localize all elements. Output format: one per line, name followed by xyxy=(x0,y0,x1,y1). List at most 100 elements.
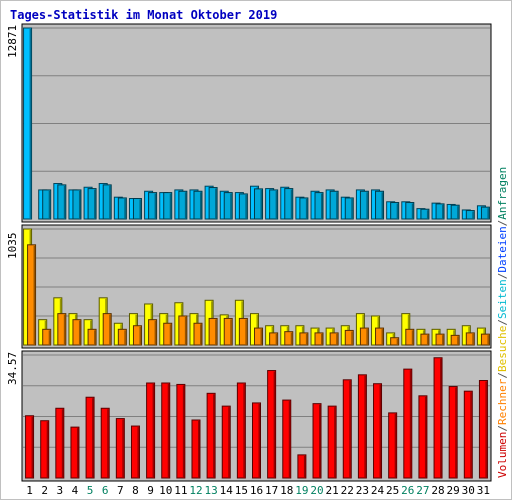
bar-shadow xyxy=(199,192,202,219)
bar-shadow xyxy=(29,29,32,219)
bar-shadow xyxy=(94,330,96,345)
bar-dateien-6 xyxy=(102,184,112,220)
bar-volumen-11 xyxy=(176,383,186,479)
bar-shadow xyxy=(124,198,126,219)
bar-dateien-10 xyxy=(163,192,173,220)
x-tick-label: 9 xyxy=(147,484,154,497)
bar-besuche-12 xyxy=(193,322,203,346)
bar-volumen-2 xyxy=(40,420,50,479)
bar-besuche-3 xyxy=(57,313,67,346)
bar-besuche-21 xyxy=(329,332,339,346)
bar-shadow xyxy=(260,189,262,219)
bar-shadow xyxy=(230,193,232,219)
bar-shadow xyxy=(351,198,353,219)
bar-shadow xyxy=(215,188,217,219)
bar-volumen-31 xyxy=(478,380,488,479)
bar-besuche-6 xyxy=(102,313,112,346)
x-tick-label: 11 xyxy=(174,484,187,497)
bar-shadow xyxy=(440,358,442,478)
legend-text: Volumen/Rechner/Besuche/Seiten/Dateien/A… xyxy=(496,167,509,478)
x-tick-label: 21 xyxy=(326,484,339,497)
x-tick-label: 8 xyxy=(132,484,139,497)
bar-shadow xyxy=(184,192,187,219)
bar-shadow xyxy=(411,203,414,219)
x-tick-label: 25 xyxy=(386,484,399,497)
bar-dateien-17 xyxy=(269,189,279,220)
bar-volumen-13 xyxy=(206,392,216,479)
bar-dateien-12 xyxy=(193,190,203,220)
bar-besuche-26 xyxy=(405,328,415,346)
bar-shadow xyxy=(122,419,124,478)
bar-shadow xyxy=(336,333,338,345)
x-tick-label: 4 xyxy=(72,484,79,497)
bar-dateien-9 xyxy=(148,192,158,220)
x-tick-label: 3 xyxy=(57,484,64,497)
bar-volumen-10 xyxy=(161,382,171,479)
bar-besuche-4 xyxy=(72,319,82,346)
bar-shadow xyxy=(243,384,245,478)
bar-volumen-15 xyxy=(236,382,246,479)
legend-item-dateien: Dateien xyxy=(496,226,509,272)
bar-shadow xyxy=(275,333,278,345)
legend-separator: / xyxy=(496,372,509,379)
bar-shadow xyxy=(275,190,278,219)
bar-shadow xyxy=(48,190,51,219)
bar-volumen-12 xyxy=(191,419,201,479)
bar-shadow xyxy=(260,329,262,345)
x-tick-label: 17 xyxy=(265,484,278,497)
bar-shadow xyxy=(394,413,397,478)
bar-shadow xyxy=(366,329,368,345)
bar-shadow xyxy=(290,189,293,219)
bar-besuche-27 xyxy=(420,333,430,346)
x-tick-label: 10 xyxy=(159,484,172,497)
bar-dateien-8 xyxy=(132,198,142,220)
bar-volumen-19 xyxy=(297,454,307,479)
bar-shadow xyxy=(442,335,444,345)
bar-volumen-6 xyxy=(100,407,110,479)
bar-volumen-28 xyxy=(433,357,443,479)
panel-top: 12871 xyxy=(6,23,492,223)
bar-shadow xyxy=(470,392,472,478)
bar-besuche-15 xyxy=(238,317,248,346)
bar-shadow xyxy=(230,319,232,345)
bar-dateien-4 xyxy=(72,189,82,220)
bar-shadow xyxy=(137,427,139,478)
x-tick-label: 18 xyxy=(280,484,293,497)
panel-middle-max-label: 1035 xyxy=(6,233,19,260)
bar-shadow xyxy=(487,208,489,219)
legend-item-besuche: Besuche xyxy=(496,326,509,372)
bar-dateien-31 xyxy=(480,206,490,220)
legend-item-anfragen: Anfragen xyxy=(496,167,509,220)
bar-besuche-1 xyxy=(27,244,37,346)
bar-dateien-14 xyxy=(223,192,233,220)
bar-shadow xyxy=(364,375,366,478)
bar-shadow xyxy=(396,203,399,219)
bar-shadow xyxy=(182,385,185,478)
bar-shadow xyxy=(472,211,474,219)
bar-besuche-9 xyxy=(148,319,158,346)
bar-anfragen-1 xyxy=(23,27,33,220)
bar-shadow xyxy=(199,324,202,345)
bar-dateien-26 xyxy=(405,202,415,220)
bar-volumen-9 xyxy=(146,382,156,479)
bar-dateien-22 xyxy=(344,197,354,220)
legend-item-rechner: Rechner xyxy=(496,378,509,425)
series-volumen xyxy=(25,357,488,479)
legend-item-volumen: Volumen xyxy=(496,432,509,478)
bar-shadow xyxy=(167,384,170,478)
bar-besuche-23 xyxy=(359,327,369,346)
bar-dateien-11 xyxy=(178,190,188,220)
bar-volumen-18 xyxy=(282,399,292,479)
bar-shadow xyxy=(305,198,308,219)
bar-shadow xyxy=(472,333,474,345)
x-tick-label: 31 xyxy=(477,484,490,497)
bar-dateien-13 xyxy=(208,187,218,220)
bar-shadow xyxy=(169,193,172,219)
bar-dateien-28 xyxy=(435,203,445,220)
bar-shadow xyxy=(94,189,96,219)
bar-volumen-29 xyxy=(448,386,458,479)
bar-shadow xyxy=(455,387,457,478)
bar-volumen-24 xyxy=(373,383,383,479)
bar-shadow xyxy=(228,407,230,478)
bar-shadow xyxy=(457,336,459,345)
